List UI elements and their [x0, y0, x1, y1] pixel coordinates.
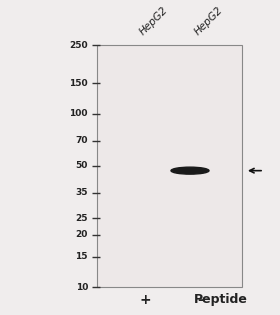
Text: HepG2: HepG2	[193, 5, 225, 37]
Text: 100: 100	[69, 109, 88, 118]
Text: -: -	[197, 293, 203, 307]
Text: Peptide: Peptide	[194, 294, 248, 306]
Text: 150: 150	[69, 79, 88, 88]
Text: 25: 25	[76, 214, 88, 223]
Text: +: +	[139, 293, 151, 307]
Ellipse shape	[171, 167, 209, 174]
Text: 35: 35	[76, 188, 88, 197]
Bar	[97, 45, 242, 287]
Text: 10: 10	[76, 283, 88, 291]
Text: 15: 15	[76, 252, 88, 261]
Text: 20: 20	[76, 230, 88, 239]
Text: 70: 70	[76, 136, 88, 145]
Text: 250: 250	[69, 41, 88, 49]
Text: 50: 50	[76, 162, 88, 170]
Text: HepG2: HepG2	[138, 5, 170, 37]
